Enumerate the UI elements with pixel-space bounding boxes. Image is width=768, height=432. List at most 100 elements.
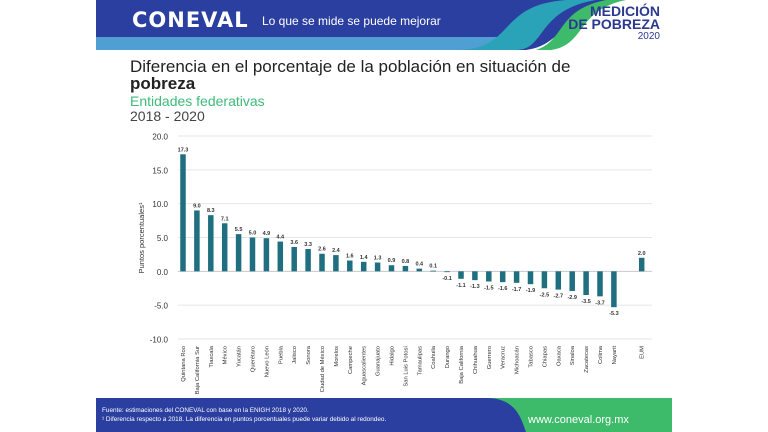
y-tick-label: -5.0	[154, 302, 168, 311]
bar	[305, 249, 311, 272]
x-tick-label: Oaxaca	[556, 345, 562, 366]
data-label: -0.1	[442, 276, 451, 282]
badge-line2: DE POBREZA	[568, 16, 660, 32]
data-label: 8.3	[207, 208, 215, 214]
bar	[638, 257, 645, 272]
bar	[513, 271, 520, 283]
x-tick-label: Tlaxcala	[209, 345, 215, 367]
bar	[291, 246, 297, 272]
y-tick-label: 20.0	[152, 133, 168, 142]
x-tick-label: Puebla	[278, 345, 284, 364]
bar	[597, 271, 603, 297]
y-axis-label: Puntos porcentuales¹	[137, 202, 146, 273]
bar	[555, 271, 562, 290]
data-label: 1.4	[360, 255, 369, 261]
chart-period: 2018 - 2020	[130, 108, 205, 124]
x-tick-label: Aguascalientes	[362, 346, 368, 385]
y-tick-label: 5.0	[157, 234, 169, 243]
data-label: 3.3	[304, 242, 312, 248]
bar	[347, 260, 353, 272]
data-label: 2.4	[332, 248, 341, 254]
bar	[569, 271, 575, 291]
x-tick-label: San Luis Potosí	[403, 346, 409, 387]
x-tick-label: Morelos	[334, 346, 340, 367]
y-tick-label: 0.0	[157, 268, 169, 277]
data-label: -1.1	[456, 283, 465, 289]
rounding-note: ¹ Diferencia respecto a 2018. La diferen…	[102, 416, 387, 423]
bar	[611, 271, 617, 308]
bar	[249, 237, 256, 272]
bar	[527, 271, 534, 285]
x-tick-label: Yucatán	[237, 346, 243, 367]
bar-chart: 20.0 15.0 10.0 5.0 0.0 -5.0 -10.0 Puntos porcen…	[137, 133, 652, 394]
title-bold: pobreza	[130, 74, 196, 93]
data-label: 17.3	[178, 147, 189, 153]
badge-year: 2020	[637, 31, 660, 42]
y-tick-label: 15.0	[152, 166, 168, 175]
data-label: 4.9	[263, 231, 271, 237]
bar	[180, 154, 186, 272]
coneval-logo: CONEVAL	[132, 8, 249, 32]
data-label: -1.3	[470, 284, 479, 290]
x-tick-label: Guanajuato	[376, 346, 382, 376]
data-label: -5.3	[609, 311, 618, 317]
x-tick-label: Michoacán	[515, 346, 521, 374]
bar	[444, 271, 450, 273]
bar	[194, 210, 200, 272]
bar	[208, 215, 214, 272]
footnote: Fuente: estimaciones del CONEVAL con bas…	[102, 406, 386, 424]
website-link[interactable]: www.coneval.org.mx	[528, 414, 629, 426]
x-tick-label: Chihuahua	[473, 345, 479, 374]
bar	[388, 265, 395, 272]
bar	[319, 253, 325, 272]
x-tick-label: Querétaro	[251, 346, 257, 372]
data-label: 0.8	[402, 259, 410, 265]
data-label: 0.4	[415, 262, 424, 268]
x-tick-label: Coahuila	[431, 345, 437, 369]
data-label: 5.5	[235, 227, 243, 233]
data-label: -1.5	[484, 285, 493, 291]
data-label: -1.6	[498, 286, 507, 292]
x-tick-label: Colima	[598, 345, 604, 364]
source-note: Fuente: estimaciones del CONEVAL con bas…	[102, 407, 309, 414]
bar	[458, 271, 464, 279]
data-label: 1.3	[374, 256, 382, 262]
slide: CONEVAL Lo que se mide se puede mejorar …	[96, 0, 672, 432]
bar	[333, 255, 339, 272]
data-label: -2.5	[540, 292, 549, 298]
x-tick-label: Campeche	[348, 346, 354, 374]
x-tick-label: Tamaulipas	[417, 346, 423, 375]
data-label: 1.6	[346, 254, 354, 260]
data-label: -1.9	[526, 288, 535, 294]
y-tick-label: 10.0	[152, 200, 168, 209]
x-tick-label: Chiapas	[542, 346, 548, 367]
bar	[499, 271, 506, 283]
data-label: -3.7	[595, 300, 604, 306]
bar	[235, 234, 242, 272]
title-text: Diferencia en el porcentaje de la poblac…	[130, 57, 571, 76]
x-tick-label: Ciudad de México	[320, 346, 326, 392]
data-label: 0.9	[388, 258, 396, 264]
data-label: 2.0	[638, 251, 646, 257]
data-label: 0.1	[429, 264, 437, 270]
data-label: 3.6	[290, 240, 298, 246]
x-tick-label: Tabasco	[529, 346, 535, 368]
x-tick-label: Durango	[445, 346, 451, 368]
x-tick-label: Guerrero	[487, 346, 493, 369]
x-tick-label: Quintana Roo	[181, 346, 187, 382]
data-label: 9.0	[193, 203, 201, 209]
bar	[416, 268, 423, 272]
chart-title: Diferencia en el porcentaje de la poblac…	[130, 58, 570, 92]
footer-band	[96, 398, 672, 432]
tagline: Lo que se mide se puede mejorar	[262, 14, 441, 28]
x-tick-label: Nayarit	[612, 346, 618, 365]
data-label: -2.9	[567, 295, 576, 301]
bar	[277, 241, 284, 272]
medicion-pobreza-badge: MEDICIÓN DE POBREZA 2020	[568, 4, 660, 42]
x-tick-label: Sonora	[306, 345, 312, 364]
bar	[221, 223, 228, 272]
data-label: -3.5	[581, 299, 590, 305]
bar	[541, 271, 548, 289]
data-label: -1.7	[512, 287, 521, 293]
bar	[402, 265, 409, 272]
